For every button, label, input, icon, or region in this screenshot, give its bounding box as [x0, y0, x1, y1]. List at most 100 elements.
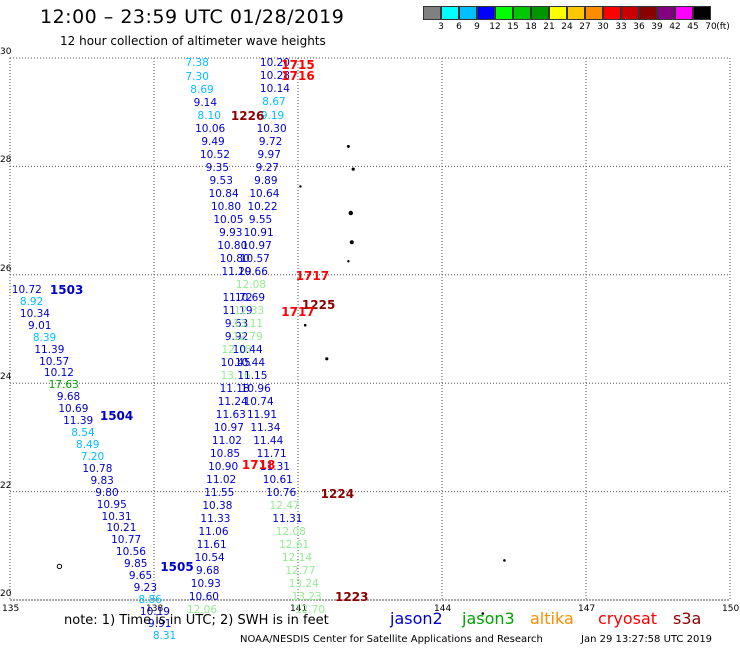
- map-plot-area: 135 138 141 144 147 150 30 28 26 24 22 20 7.38 7.30 8.…: [0, 47, 739, 641]
- pass-time-label: 1223: [335, 589, 369, 604]
- wave-height-label: 10.38: [202, 499, 233, 512]
- wave-height-label: 9.53: [209, 174, 233, 187]
- color-legend-tick: 21: [543, 22, 555, 32]
- color-swatch: [477, 6, 495, 20]
- wave-height-label: 10.44: [232, 343, 263, 356]
- wave-height-label: 12.47: [269, 499, 300, 512]
- wave-height-label: 11.63: [215, 408, 246, 421]
- wave-height-label: 9.91: [148, 617, 172, 630]
- map-subtitle: 12 hour collection of altimeter wave hei…: [60, 34, 326, 48]
- map-title: 12:00 – 23:59 UTC 01/28/2019: [40, 6, 345, 28]
- wave-height-label: 10.52: [199, 148, 230, 161]
- wave-height-label: 12.08: [235, 278, 266, 291]
- wave-height-label: 11.39: [34, 343, 65, 356]
- color-legend-tick: 6: [456, 22, 462, 32]
- wave-height-label: 10.74: [243, 395, 274, 408]
- latitude-tick-label: 30: [0, 47, 12, 57]
- wave-height-label: 11.24: [217, 395, 248, 408]
- color-legend-tick: 45: [687, 22, 699, 32]
- wave-height-label: 11.06: [198, 526, 229, 538]
- wave-height-label: 8.67: [262, 96, 286, 109]
- longitude-tick-label: 144: [434, 604, 452, 614]
- longitude-tick-label: 135: [2, 604, 20, 614]
- wave-height-label: 9.01: [28, 319, 52, 332]
- color-swatch: [585, 6, 603, 20]
- wave-height-label: 10.57: [239, 252, 270, 265]
- color-swatch: [531, 6, 549, 20]
- color-swatch: [621, 6, 639, 20]
- wave-height-label: 8.69: [190, 83, 214, 96]
- color-swatch: [693, 6, 711, 20]
- wave-height-label: 10.44: [234, 356, 266, 369]
- wave-height-label: 11.02: [206, 473, 237, 486]
- color-legend-tick: 27: [579, 22, 591, 32]
- color-legend-ticks: 3 6 9 12 15 18 21 24 27 30 33 36 39 42 45 70 (ft): [423, 22, 740, 34]
- map-grid: [9, 57, 731, 615]
- wave-height-label: 9.23: [133, 581, 158, 594]
- latitude-tick-label: 20: [0, 589, 12, 599]
- wave-height-label: 11.39: [63, 414, 94, 427]
- pass-time-label: 1224: [320, 487, 355, 502]
- satellite-legend-jason3: jason3: [462, 609, 515, 628]
- wave-height-label: 12.08: [275, 526, 306, 538]
- wave-height-label: 10.95: [96, 498, 127, 511]
- color-swatch: [657, 6, 675, 20]
- wave-height-label: 9.83: [90, 474, 114, 487]
- wave-height-label: 7.30: [185, 70, 209, 83]
- color-legend-tick: 9: [474, 22, 480, 32]
- credit-line: NOAA/NESDIS Center for Satellite Applica…: [240, 634, 543, 645]
- color-legend-tick: 70: [705, 22, 717, 32]
- color-legend-tick: 42: [669, 22, 681, 32]
- wave-height-label: 8.54: [71, 426, 95, 439]
- wave-height-label: 9.85: [124, 557, 148, 570]
- wave-height-label: 9.55: [248, 213, 273, 226]
- color-legend-tick: 24: [561, 22, 573, 32]
- wave-height-label: 10.64: [249, 187, 280, 200]
- wave-height-label: 10.22: [247, 200, 278, 213]
- pass-time-label: 1715: [281, 57, 315, 72]
- wave-height-label: 9.14: [193, 96, 218, 109]
- wave-height-label: 8.10: [197, 109, 221, 122]
- color-swatch: [675, 6, 693, 20]
- island-mark: [303, 323, 307, 327]
- color-legend-tick: 12: [489, 22, 501, 32]
- wave-height-label: 10.30: [256, 122, 287, 135]
- island-mark: [347, 260, 350, 263]
- wave-height-label: 9.65: [128, 569, 153, 582]
- wave-height-label: 11.31: [259, 460, 290, 473]
- pass-time-label: 1226: [230, 108, 265, 123]
- island-mark: [503, 559, 506, 562]
- wave-height-label: 10.14: [259, 83, 290, 96]
- color-swatch: [441, 6, 459, 20]
- island-mark: [481, 612, 485, 615]
- wave-height-label: 11.02: [211, 434, 242, 447]
- wave-height-label: 10.12: [43, 367, 74, 380]
- wave-height-label: 9.72: [258, 135, 283, 148]
- latitude-tick-label: 24: [0, 372, 12, 383]
- color-legend: [423, 6, 711, 20]
- wave-height-label: 9.68: [56, 391, 81, 404]
- pass-time-label: 1504: [99, 408, 134, 423]
- island-mark: [348, 210, 353, 216]
- wave-height-label: 13.11: [233, 317, 264, 330]
- wave-height-label: 10.45: [220, 356, 251, 369]
- wave-height-label: 10.97: [241, 239, 272, 252]
- pass-time-label: 1503: [49, 282, 84, 297]
- wave-height-label: 9.92: [224, 330, 249, 343]
- color-swatch: [495, 6, 513, 20]
- wave-height-label: 13.16: [220, 369, 251, 382]
- wave-height-label: 9.80: [95, 486, 119, 499]
- legend-note: note: 1) Time is in UTC; 2) SWH is in fe…: [64, 613, 329, 628]
- wave-height-label: 10.78: [82, 462, 113, 475]
- wave-height-label: 7.38: [185, 57, 209, 70]
- wave-height-label: 11.61: [196, 539, 227, 551]
- longitude-tick-label: 147: [578, 604, 596, 614]
- wave-height-label: 11.33: [200, 512, 231, 525]
- latitude-tick-label: 22: [0, 480, 12, 491]
- wave-height-label: 10.54: [194, 552, 225, 565]
- wave-height-label: 12.06: [186, 603, 218, 616]
- wave-height-label: 12.70: [294, 603, 326, 616]
- wave-height-label: 10.77: [111, 534, 142, 547]
- satellite-legend-s3a: s3a: [673, 609, 702, 628]
- color-swatch: [639, 6, 657, 20]
